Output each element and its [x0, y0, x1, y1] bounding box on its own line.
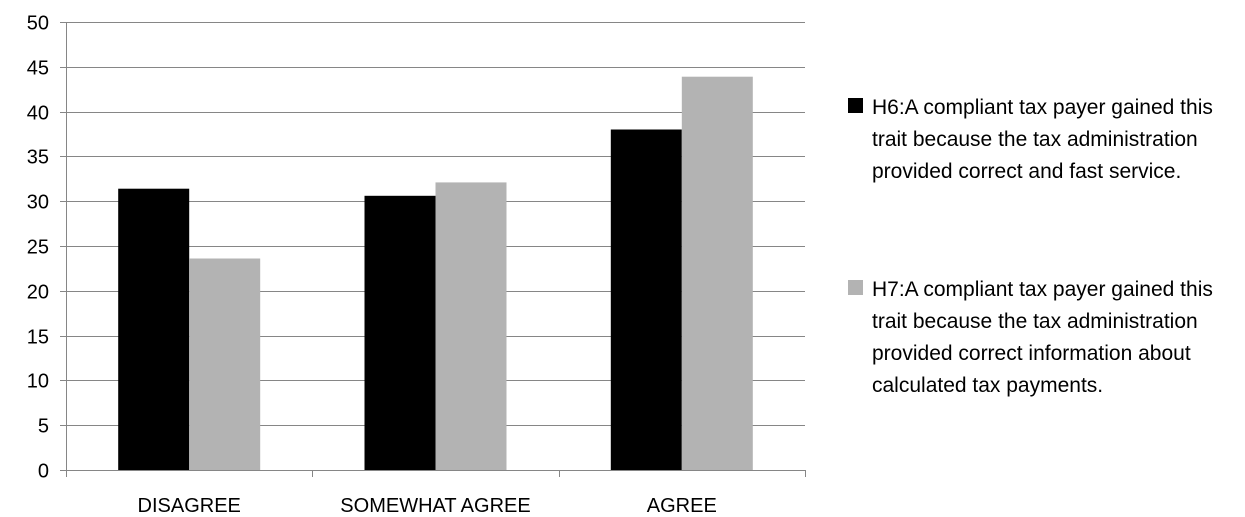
- y-tick-labels: 0 5 10 15 20 25 30 35 40 45 50: [27, 13, 49, 483]
- x-tick-labels: DISAGREE SOMEWHAT AGREE AGREE: [138, 495, 717, 517]
- axes: [60, 22, 806, 477]
- legend-label-h6: H6:A compliant tax payer gained this tra…: [872, 96, 1213, 183]
- bars: [118, 76, 753, 471]
- y-tick-label: 35: [27, 147, 49, 169]
- y-tick-label: 45: [27, 58, 49, 80]
- legend-item-h6: H6:A compliant tax payer gained this tra…: [848, 92, 1243, 222]
- x-tick-label: SOMEWHAT AGREE: [340, 495, 530, 517]
- legend-item-h7: H7:A compliant tax payer gained this tra…: [848, 274, 1243, 434]
- legend-swatch-h7: [848, 280, 863, 295]
- y-tick-label: 0: [38, 461, 49, 483]
- y-tick-label: 15: [27, 327, 49, 349]
- bar-h7-somewhat-agree: [435, 182, 507, 470]
- y-tick-label: 20: [27, 282, 49, 304]
- y-tick-label: 40: [27, 103, 49, 125]
- y-tick-label: 25: [27, 237, 49, 259]
- bar-h7-agree: [681, 76, 753, 470]
- legend-swatch-h6: [848, 98, 863, 113]
- bar-h6-somewhat-agree: [364, 195, 436, 471]
- y-tick-label: 10: [27, 371, 49, 393]
- x-tick-label: AGREE: [647, 495, 717, 517]
- bar-h6-disagree: [118, 188, 190, 470]
- x-tick-label: DISAGREE: [138, 495, 241, 517]
- legend-label-h7: H7:A compliant tax payer gained this tra…: [872, 278, 1213, 397]
- y-tick-label: 50: [27, 13, 49, 35]
- bar-h6-agree: [610, 129, 682, 470]
- bar-h7-disagree: [189, 258, 261, 470]
- y-tick-label: 30: [27, 192, 49, 214]
- y-tick-label: 5: [38, 416, 49, 438]
